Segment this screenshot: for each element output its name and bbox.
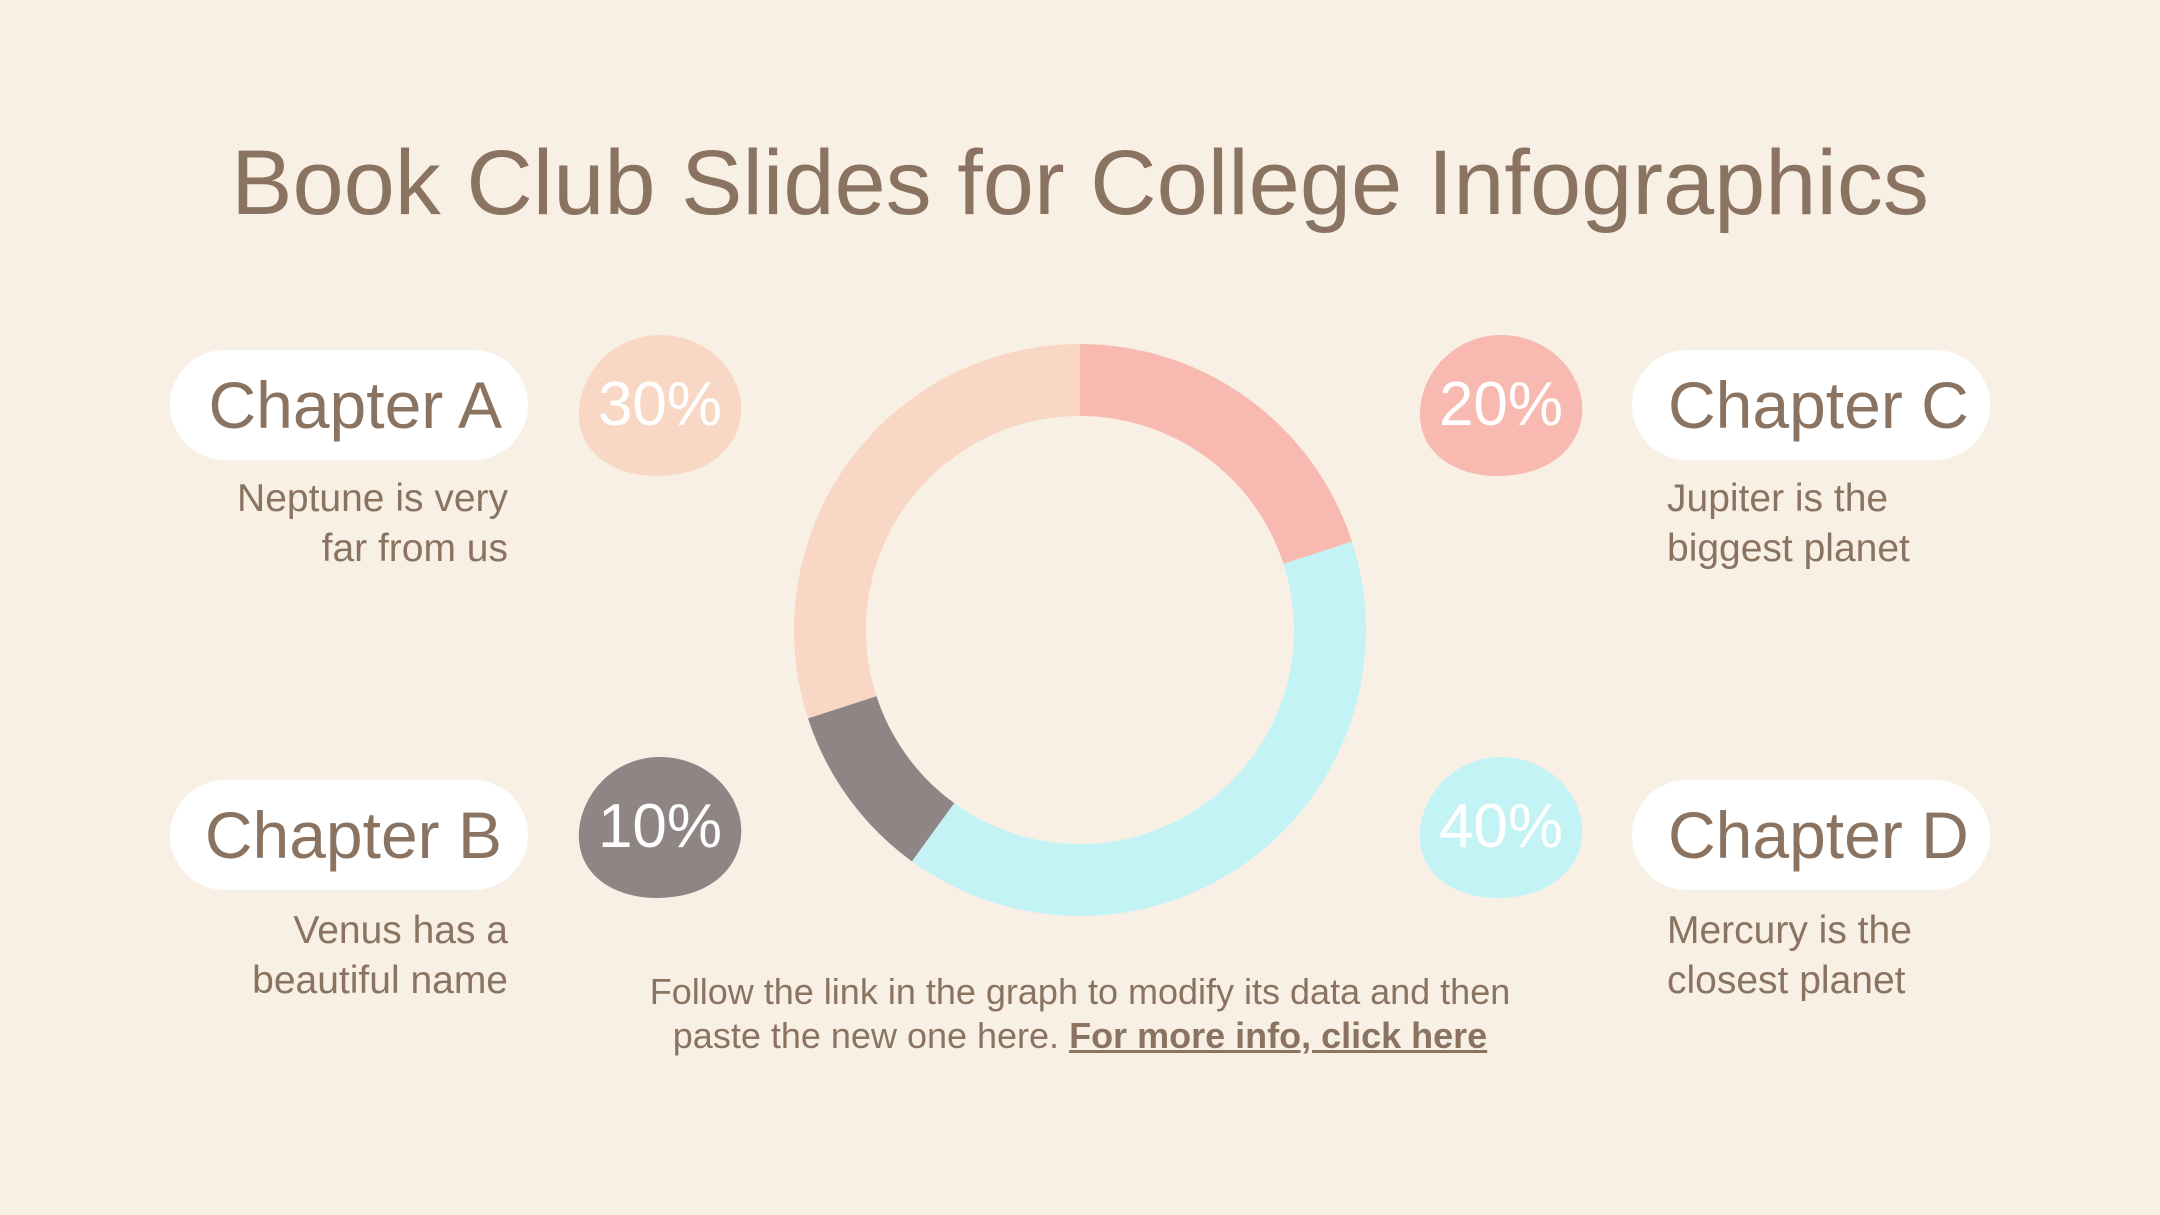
chapter-a-label-pill: Chapter A bbox=[170, 350, 528, 460]
chapter-b-name: Chapter B bbox=[204, 798, 502, 872]
donut-segment-chapter-d[interactable] bbox=[911, 541, 1366, 916]
chapter-b-desc-line2: beautiful name bbox=[252, 959, 508, 1002]
chapter-c-label-pill: Chapter C bbox=[1632, 350, 1990, 460]
chapter-a-name: Chapter A bbox=[208, 368, 502, 442]
chapter-d-name: Chapter D bbox=[1668, 798, 1969, 872]
more-info-link[interactable]: For more info, click here bbox=[1069, 1015, 1488, 1056]
page-title: Book Club Slides for College Infographic… bbox=[231, 132, 1929, 234]
footer-line2: paste the new one here. bbox=[672, 1015, 1060, 1056]
footer-line2-wrap: paste the new one here. For more info, c… bbox=[580, 1014, 1580, 1058]
chapter-c-blob-shape bbox=[1419, 335, 1583, 476]
donut-chart[interactable] bbox=[790, 340, 1370, 920]
chapter-c-name: Chapter C bbox=[1668, 368, 1969, 442]
donut-segment-chapter-a[interactable] bbox=[794, 344, 1080, 719]
chapter-b-percent-badge: 10% bbox=[577, 756, 743, 898]
chapter-a-description: Neptune is very far from us bbox=[148, 474, 508, 574]
chapter-d-desc-line1: Mercury is the bbox=[1667, 909, 1912, 952]
chapter-a-blob-shape bbox=[578, 335, 742, 476]
chapter-d-percent: 40% bbox=[1438, 792, 1564, 861]
chapter-b-desc-line1: Venus has a bbox=[293, 909, 508, 952]
chapter-b-description: Venus has a beautiful name bbox=[148, 906, 508, 1006]
chapter-d-desc-line2: closest planet bbox=[1667, 959, 1906, 1002]
chapter-b-blob-shape bbox=[578, 757, 742, 898]
chapter-c-percent: 20% bbox=[1438, 370, 1564, 439]
chapter-b-label-pill: Chapter B bbox=[170, 780, 528, 890]
donut-segment-chapter-b[interactable] bbox=[807, 696, 955, 862]
footer-note: Follow the link in the graph to modify i… bbox=[580, 970, 1580, 1058]
chapter-a-percent-badge: 30% bbox=[577, 334, 743, 476]
chapter-a-desc-line2: far from us bbox=[321, 527, 508, 570]
chapter-a-percent: 30% bbox=[597, 370, 723, 439]
chapter-c-percent-badge: 20% bbox=[1418, 334, 1584, 476]
chapter-d-label-pill: Chapter D bbox=[1632, 780, 1990, 890]
footer-line1: Follow the link in the graph to modify i… bbox=[649, 971, 1511, 1012]
chapter-c-desc-line1: Jupiter is the bbox=[1667, 477, 1889, 520]
chapter-d-blob-shape bbox=[1419, 757, 1583, 898]
chapter-c-desc-line2: biggest planet bbox=[1667, 527, 1910, 570]
chapter-b-percent: 10% bbox=[597, 792, 723, 861]
donut-segment-chapter-c[interactable] bbox=[1080, 344, 1353, 564]
chapter-c-description: Jupiter is the biggest planet bbox=[1667, 474, 2027, 574]
chapter-a-desc-line1: Neptune is very bbox=[237, 477, 508, 520]
chapter-d-percent-badge: 40% bbox=[1418, 756, 1584, 898]
chapter-d-description: Mercury is the closest planet bbox=[1667, 906, 2027, 1006]
